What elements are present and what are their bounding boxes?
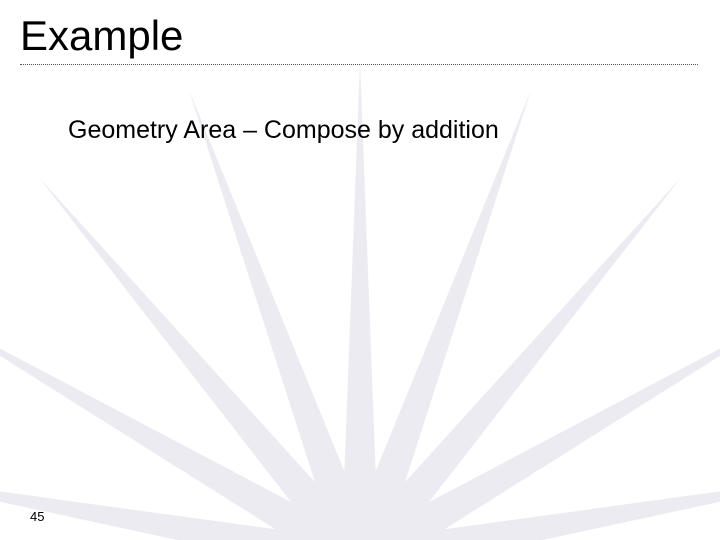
slide-title: Example bbox=[20, 12, 183, 60]
slide-content: Example Geometry Area – Compose by addit… bbox=[0, 0, 720, 540]
title-underline bbox=[20, 64, 698, 65]
slide-subtitle: Geometry Area – Compose by addition bbox=[68, 116, 499, 145]
slide: Example Geometry Area – Compose by addit… bbox=[0, 0, 720, 540]
page-number: 45 bbox=[30, 509, 44, 524]
